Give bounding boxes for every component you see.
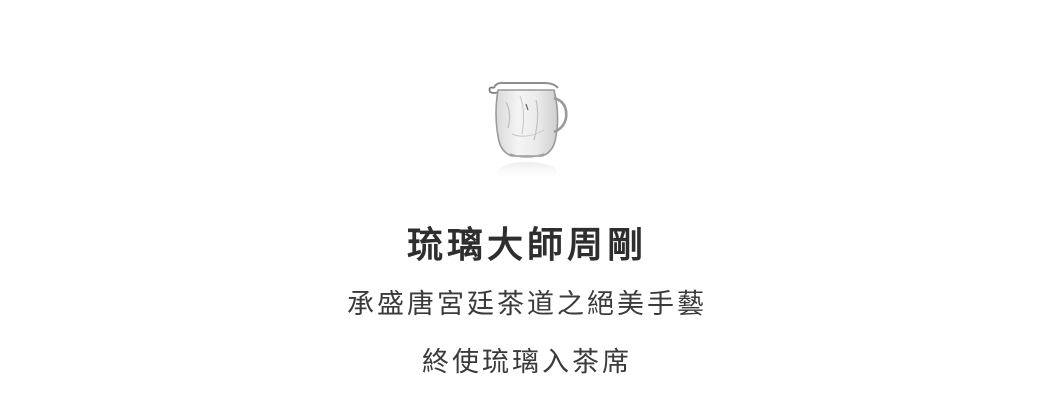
subtitle-line-1: 承盛唐宮廷茶道之絕美手藝 — [347, 289, 707, 320]
glass-pitcher-icon — [482, 74, 574, 192]
subtitle-line-2: 終使琉璃入茶席 — [422, 347, 632, 378]
page-title: 琉璃大師周剛 — [406, 224, 647, 266]
